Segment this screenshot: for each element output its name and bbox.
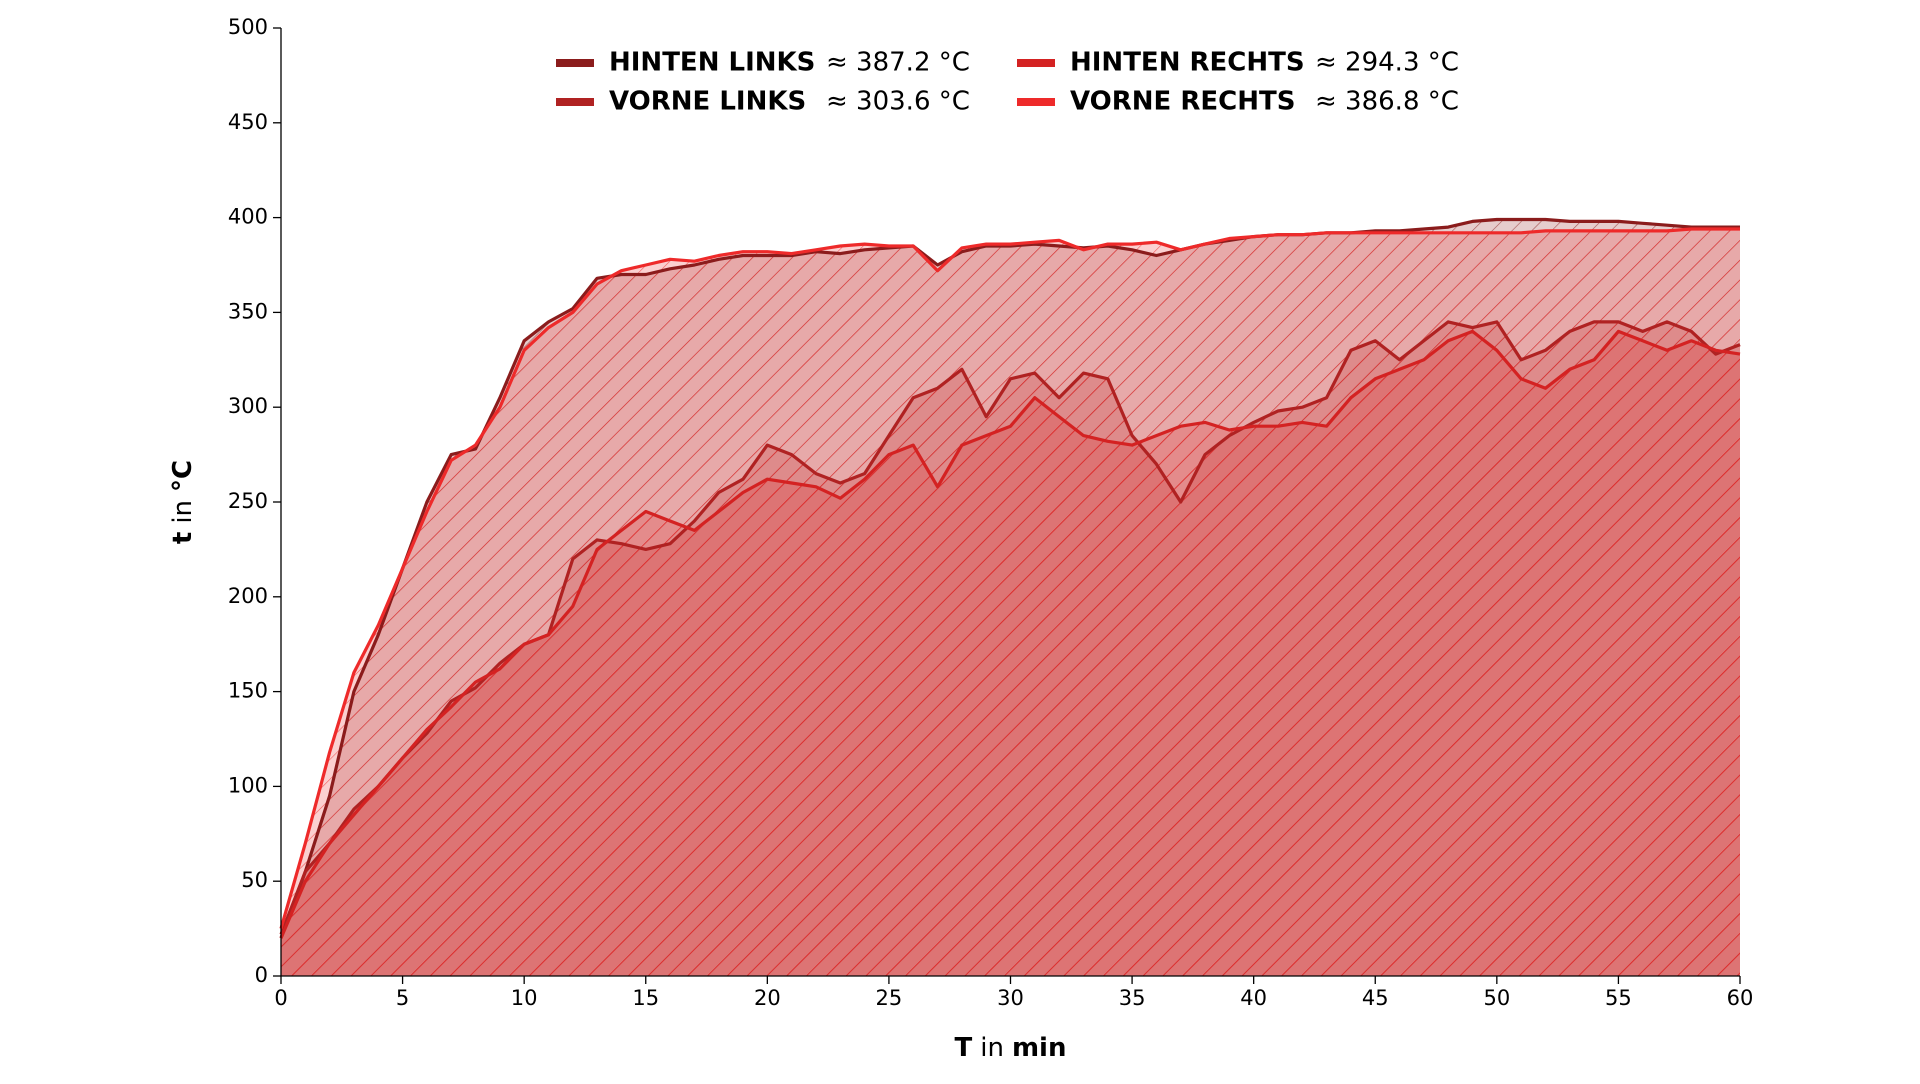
x-tick-label: 30 (997, 986, 1024, 1010)
y-tick-label: 150 (228, 679, 268, 703)
legend-value: ≈ 303.6 °C (826, 87, 970, 117)
y-tick-label: 50 (241, 868, 268, 892)
y-tick-label: 450 (228, 110, 268, 134)
y-axis-label: t in °C (168, 460, 198, 544)
legend-value: ≈ 386.8 °C (1315, 87, 1459, 117)
legend-label: VORNE LINKS (609, 87, 806, 117)
legend-label: HINTEN LINKS (609, 48, 815, 78)
x-tick-label: 20 (754, 986, 781, 1010)
x-tick-label: 50 (1483, 986, 1510, 1010)
y-axis-label-part: in (168, 500, 198, 524)
legend-value: ≈ 387.2 °C (826, 48, 970, 78)
x-tick-label: 10 (511, 986, 538, 1010)
y-axis-label-part: t (168, 532, 198, 544)
x-tick-label: 0 (274, 986, 287, 1010)
x-axis-label-part: in (980, 1033, 1004, 1063)
y-tick-label: 200 (228, 584, 268, 608)
x-tick-label: 60 (1727, 986, 1754, 1010)
y-tick-label: 400 (228, 205, 268, 229)
x-tick-label: 5 (396, 986, 409, 1010)
y-tick-label: 300 (228, 394, 268, 418)
x-tick-label: 25 (876, 986, 903, 1010)
y-tick-label: 250 (228, 489, 268, 513)
y-tick-label: 500 (228, 15, 268, 39)
y-tick-label: 0 (255, 963, 268, 987)
x-tick-label: 35 (1119, 986, 1146, 1010)
line (279, 227, 1740, 930)
legend-value: ≈ 294.3 °C (1315, 48, 1459, 78)
x-tick-label: 45 (1362, 986, 1389, 1010)
line (279, 329, 1741, 939)
x-axis-label-part: T (955, 1033, 973, 1063)
x-tick-label: 55 (1605, 986, 1632, 1010)
y-tick-label: 350 (228, 299, 268, 323)
line (279, 217, 1740, 939)
y-axis-label-part: °C (168, 460, 198, 492)
x-tick-label: 40 (1240, 986, 1267, 1010)
legend-label: HINTEN RECHTS (1070, 48, 1305, 78)
area-hatch (281, 229, 1740, 976)
legend-label: VORNE RECHTS (1070, 87, 1295, 117)
x-tick-label: 15 (632, 986, 659, 1010)
y-tick-label: 100 (228, 773, 268, 797)
x-axis-label-part: min (1012, 1033, 1067, 1063)
